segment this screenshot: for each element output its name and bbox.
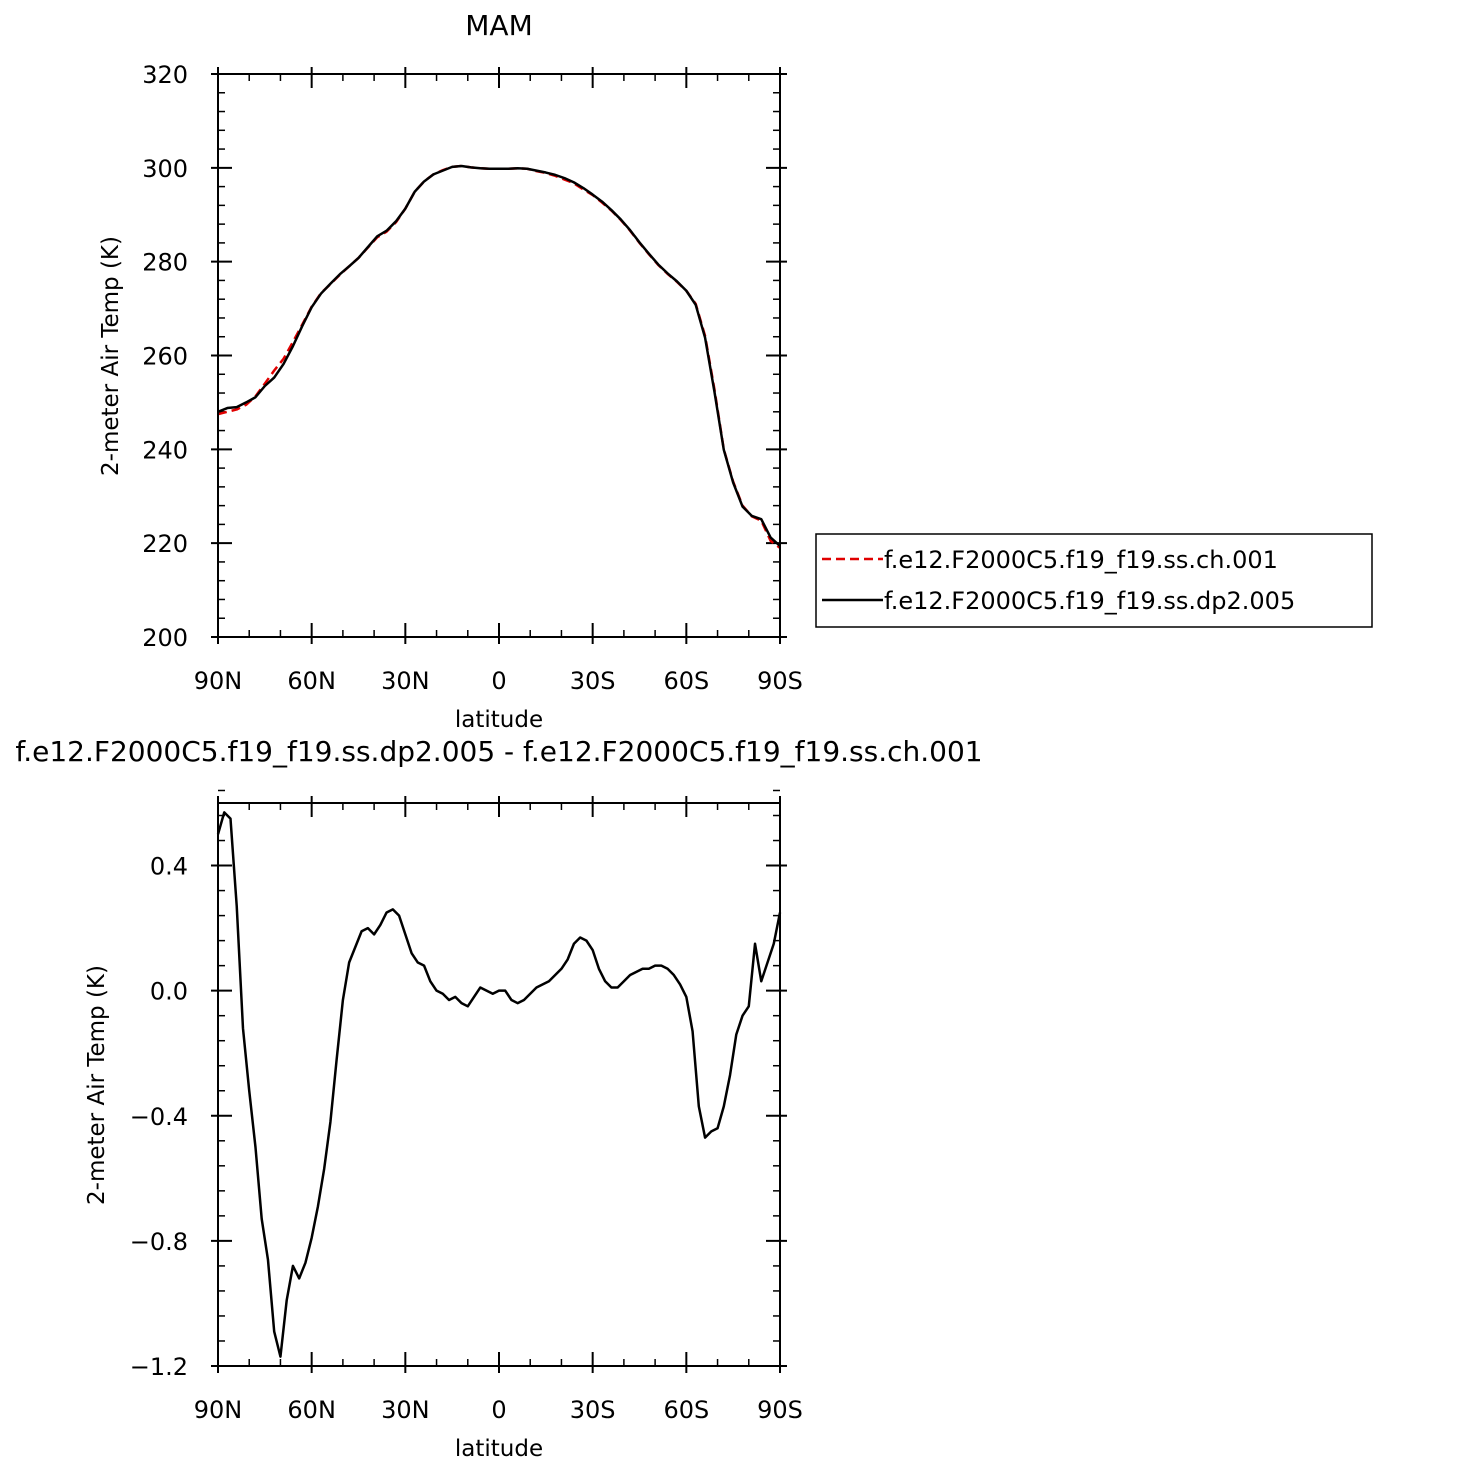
- legend: f.e12.F2000C5.f19_f19.ss.ch.001 f.e12.F2…: [815, 533, 1373, 628]
- bottom-x-axis-label: latitude: [455, 1436, 543, 1462]
- top-y-axis-label: 2-meter Air Temp (K): [98, 236, 124, 476]
- top-x-tick-label: 30N: [381, 667, 430, 695]
- bottom-x-tick-label: 30S: [570, 1396, 616, 1424]
- top-series-lines: [217, 164, 781, 549]
- bottom-y-tick-label: 0.0: [150, 978, 188, 1006]
- top-plot-frame: [217, 73, 781, 638]
- top-y-tick-label: 300: [142, 155, 188, 183]
- top-y-tick-labels: 200 220 240 260 280 300 320: [142, 61, 188, 652]
- bottom-x-tick-label: 90S: [757, 1396, 803, 1424]
- top-x-tick-labels: 90N 60N 30N 0 30S 60S 90S: [194, 667, 803, 695]
- top-y-tick-label: 260: [142, 343, 188, 371]
- bottom-x-tick-label: 60S: [663, 1396, 709, 1424]
- top-ticks: [211, 67, 787, 644]
- top-panel: MAM 200 220 240 260 280 300 320 90N 60N 30N 0 30S 6…: [98, 9, 1373, 733]
- bottom-x-tick-label: 60N: [287, 1396, 336, 1424]
- bottom-y-tick-label: −0.4: [130, 1103, 188, 1131]
- legend-label-ch001: f.e12.F2000C5.f19_f19.ss.ch.001: [884, 546, 1278, 574]
- top-y-tick-label: 240: [142, 436, 188, 464]
- bottom-y-tick-label: 0.4: [150, 853, 188, 881]
- top-x-axis-label: latitude: [455, 707, 543, 733]
- top-y-tick-label: 320: [142, 61, 188, 89]
- top-chart-title: MAM: [465, 9, 532, 42]
- bottom-y-tick-label: −0.8: [130, 1228, 188, 1256]
- legend-box: [815, 533, 1373, 628]
- top-y-tick-label: 280: [142, 249, 188, 277]
- top-y-tick-label: 200: [142, 624, 188, 652]
- top-x-tick-label: 90S: [757, 667, 803, 695]
- bottom-series-line-0: [216, 811, 782, 1358]
- bottom-panel: f.e12.F2000C5.f19_f19.ss.dp2.005 - f.e12…: [15, 735, 982, 1462]
- bottom-x-tick-label: 0: [491, 1396, 506, 1424]
- bottom-x-tick-label: 30N: [381, 1396, 430, 1424]
- bottom-ticks: [211, 789, 787, 1373]
- top-x-tick-label: 0: [491, 667, 506, 695]
- top-x-tick-label: 60S: [663, 667, 709, 695]
- legend-label-dp2005: f.e12.F2000C5.f19_f19.ss.dp2.005: [884, 587, 1295, 615]
- bottom-x-tick-label: 90N: [194, 1396, 243, 1424]
- bottom-plot-frame: [217, 802, 781, 1367]
- top-series-line-1: [217, 164, 781, 547]
- top-y-tick-label: 220: [142, 530, 188, 558]
- bottom-series-lines: [216, 811, 782, 1358]
- bottom-y-tick-labels: −1.2 −0.8 −0.4 0.0 0.4: [130, 853, 188, 1381]
- top-x-tick-label: 30S: [570, 667, 616, 695]
- bottom-y-tick-label: −1.2: [130, 1353, 188, 1381]
- bottom-x-tick-labels: 90N 60N 30N 0 30S 60S 90S: [194, 1396, 803, 1424]
- top-x-tick-label: 90N: [194, 667, 243, 695]
- bottom-y-axis-label: 2-meter Air Temp (K): [84, 965, 110, 1205]
- top-x-tick-label: 60N: [287, 667, 336, 695]
- bottom-chart-title: f.e12.F2000C5.f19_f19.ss.dp2.005 - f.e12…: [15, 735, 982, 768]
